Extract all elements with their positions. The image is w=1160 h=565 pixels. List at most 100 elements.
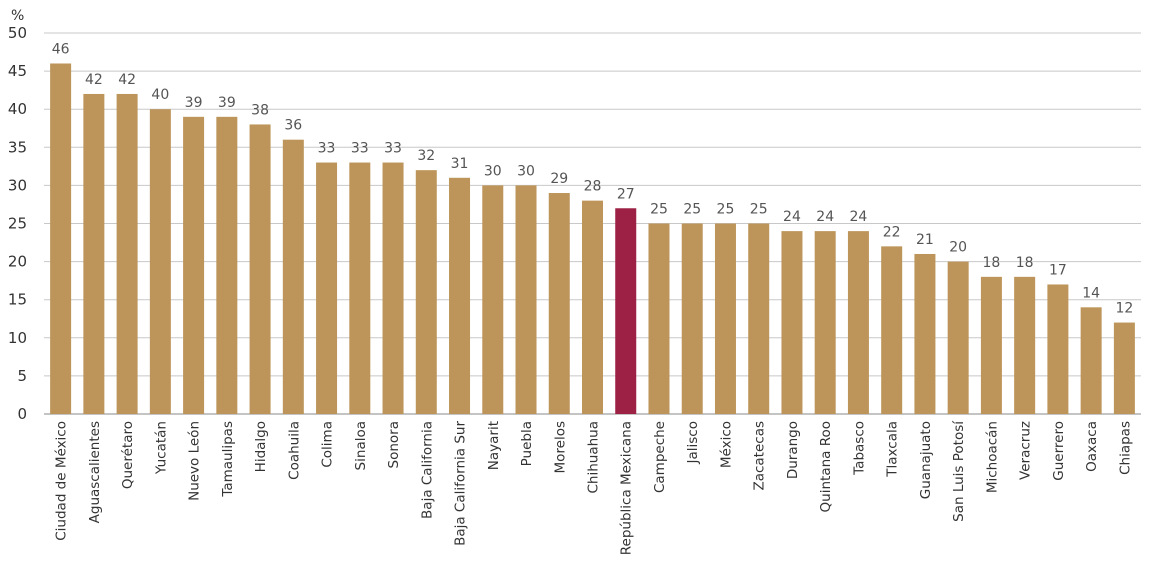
- bar: [582, 200, 603, 414]
- y-tick-label: 30: [8, 176, 27, 194]
- data-label: 29: [550, 171, 568, 187]
- y-tick-label: 50: [8, 24, 27, 42]
- x-tick-label: Baja California: [419, 421, 435, 519]
- bar: [814, 231, 836, 414]
- bar: [449, 177, 471, 414]
- data-label: 20: [949, 240, 967, 256]
- category-labels: Ciudad de México Aguascalientes Querétaro Y…: [54, 420, 1134, 555]
- x-tick-label: Querétaro: [120, 421, 136, 489]
- data-label: 40: [151, 87, 169, 103]
- x-tick-label: Guanajuato: [918, 421, 934, 499]
- data-label: 22: [883, 224, 901, 240]
- data-label: 28: [584, 179, 602, 195]
- data-label: 31: [451, 156, 469, 172]
- data-label: 21: [916, 232, 934, 248]
- x-tick-label: Michoacán: [984, 421, 1000, 493]
- y-tick-label: 25: [8, 215, 27, 233]
- data-label: 42: [85, 72, 103, 88]
- data-label: 30: [517, 163, 535, 179]
- data-label: 24: [850, 209, 868, 225]
- y-tick-label: 40: [8, 100, 27, 118]
- x-tick-label: Jalisco: [685, 421, 701, 464]
- data-label: 14: [1082, 285, 1100, 301]
- data-label: 24: [783, 209, 801, 225]
- bar: [282, 139, 304, 414]
- bar: [681, 223, 703, 414]
- bar: [415, 170, 437, 414]
- bar: [947, 261, 969, 414]
- x-tick-label: Zacatecas: [752, 421, 768, 491]
- y-tick-label: 45: [8, 62, 27, 80]
- x-tick-label: Veracruz: [1018, 421, 1034, 480]
- bar: [349, 162, 371, 414]
- x-tick-label: Quintana Roo: [818, 421, 834, 512]
- bar: [183, 116, 205, 414]
- x-tick-label: Oaxaca: [1084, 421, 1100, 472]
- data-label: 25: [750, 202, 768, 218]
- bar: [781, 231, 803, 414]
- bar: [648, 223, 670, 414]
- data-label: 17: [1049, 262, 1067, 278]
- data-label: 39: [185, 95, 203, 111]
- x-tick-label: Hidalgo: [253, 421, 269, 472]
- data-label: 32: [417, 148, 435, 164]
- data-label: 12: [1115, 301, 1133, 317]
- y-tick-label: 5: [17, 367, 27, 385]
- data-label: 25: [717, 202, 735, 218]
- x-tick-label: Morelos: [552, 421, 568, 474]
- value-labels: 46 42 42 40 39 39 38 36 33 33 33 32 31 30 30 29 28 27 25 25…: [52, 41, 1134, 316]
- x-tick-label: México: [718, 421, 734, 468]
- x-tick-label: Nuevo León: [187, 421, 203, 501]
- x-tick-label: Colima: [320, 421, 336, 468]
- bar: [548, 193, 570, 414]
- data-label: 18: [982, 255, 1000, 271]
- y-axis-ticks: 0 5 10 15 20 25 30 35 40 45 50: [8, 24, 27, 423]
- x-tick-label: Yucatán: [153, 421, 169, 475]
- bar: [149, 109, 171, 414]
- x-tick-label: Tlaxcala: [885, 421, 901, 478]
- x-tick-label: Sinaloa: [353, 421, 369, 470]
- data-label: 18: [1016, 255, 1034, 271]
- bar: [482, 185, 504, 414]
- bar: [515, 185, 537, 414]
- bar: [980, 276, 1002, 414]
- data-label: 33: [318, 141, 336, 157]
- bar: [116, 93, 138, 415]
- bar: [249, 124, 271, 414]
- bars: [50, 63, 1135, 415]
- bar: [50, 63, 72, 414]
- y-tick-label: 35: [8, 138, 27, 156]
- data-label: 36: [284, 118, 302, 134]
- bar: [914, 253, 936, 414]
- data-label: 25: [683, 202, 701, 218]
- data-label: 25: [650, 202, 668, 218]
- y-tick-label: 0: [17, 405, 27, 423]
- data-label: 24: [816, 209, 834, 225]
- data-label: 38: [251, 102, 269, 118]
- x-tick-label: Tamaulipas: [220, 421, 236, 498]
- x-tick-label: Aguascalientes: [87, 421, 103, 523]
- bar: [615, 208, 637, 414]
- x-tick-label: Ciudad de México: [54, 421, 70, 541]
- bar: [1014, 276, 1036, 414]
- bar: [1113, 322, 1135, 414]
- x-tick-label: Guerrero: [1051, 421, 1067, 481]
- x-tick-label: San Luis Potosí: [951, 420, 967, 522]
- bar: [748, 223, 770, 414]
- x-tick-label: Tabasco: [851, 421, 867, 476]
- bar: [1047, 284, 1069, 414]
- x-tick-label: Campeche: [652, 421, 668, 493]
- x-tick-label: Durango: [785, 421, 801, 479]
- bar: [1080, 307, 1102, 414]
- x-tick-label: Nayarit: [486, 421, 502, 470]
- y-axis-unit-label: %: [11, 8, 24, 24]
- bar: [316, 162, 338, 414]
- data-label: 42: [118, 72, 136, 88]
- bar: [216, 116, 238, 414]
- x-tick-label: Baja California Sur: [453, 421, 469, 546]
- x-tick-label: Chiapas: [1117, 421, 1133, 475]
- x-tick-label: Coahuila: [286, 421, 302, 480]
- bar: [83, 93, 105, 415]
- bar: [881, 246, 903, 414]
